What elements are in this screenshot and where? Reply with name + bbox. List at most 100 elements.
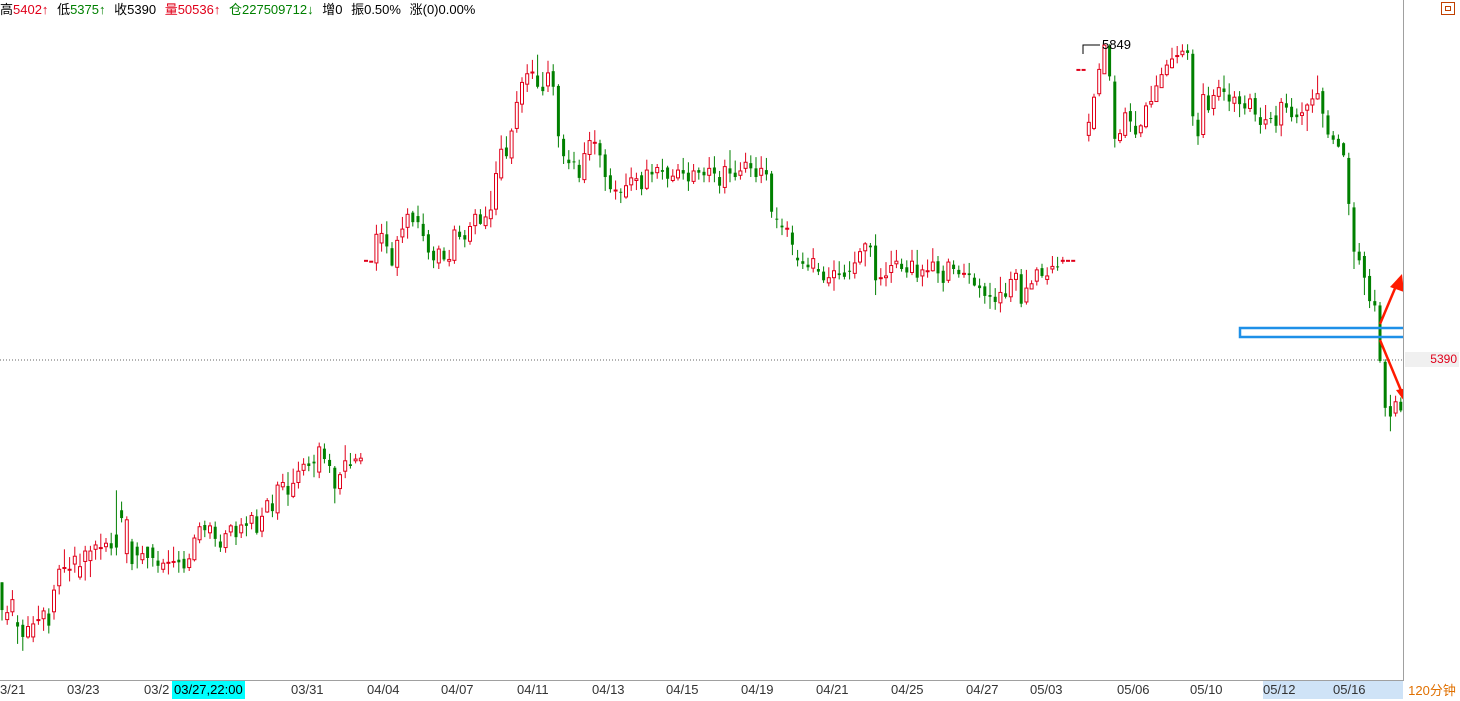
candle xyxy=(1008,271,1013,302)
candle-body xyxy=(1071,259,1076,262)
candle-body xyxy=(458,231,462,237)
candle xyxy=(1263,105,1268,130)
x-tick: 03/23 xyxy=(67,682,100,697)
candle-body xyxy=(1310,98,1315,106)
candle xyxy=(374,224,379,271)
candle-body xyxy=(613,189,618,192)
candle-body xyxy=(520,81,524,105)
support-box xyxy=(1238,326,1404,339)
candle xyxy=(353,453,358,464)
candle xyxy=(1290,98,1294,122)
candle-body xyxy=(255,516,259,533)
candle xyxy=(1102,44,1107,75)
candle xyxy=(946,258,951,283)
candle xyxy=(1164,59,1169,77)
candlestick-chart[interactable] xyxy=(0,0,1404,681)
candle xyxy=(972,273,976,287)
candle xyxy=(915,249,919,283)
candle xyxy=(0,582,4,621)
candle xyxy=(993,288,997,310)
candle-body xyxy=(852,262,857,274)
candle xyxy=(1248,93,1252,112)
candle-body xyxy=(541,86,545,92)
candle xyxy=(192,534,197,562)
maximize-icon[interactable] xyxy=(1441,2,1455,15)
candle xyxy=(562,134,566,165)
candle-body xyxy=(333,467,337,489)
candle xyxy=(385,221,389,254)
candle-body xyxy=(525,73,530,85)
candle-body xyxy=(1232,96,1237,104)
candle xyxy=(624,173,628,199)
candle-body xyxy=(567,159,571,164)
candle xyxy=(520,77,524,113)
candle-body xyxy=(1008,278,1013,298)
candle xyxy=(31,616,36,643)
candle-body xyxy=(930,261,935,272)
candle xyxy=(364,259,368,262)
candle-body xyxy=(826,277,831,284)
candle-body xyxy=(442,250,446,260)
candle xyxy=(473,209,478,235)
candle-body xyxy=(509,130,514,159)
candle-body xyxy=(483,216,488,227)
change-stat: 涨(0)0.00% xyxy=(410,0,476,20)
candle-body xyxy=(114,534,118,548)
candle-body xyxy=(93,544,98,550)
candle xyxy=(666,165,670,188)
candle xyxy=(1180,44,1185,58)
candle xyxy=(57,564,62,595)
candle-body xyxy=(941,270,945,283)
candle-body xyxy=(1128,111,1132,122)
candle-body xyxy=(57,568,62,587)
candle-body xyxy=(390,248,394,266)
candle xyxy=(1352,202,1356,270)
candle-body xyxy=(1373,301,1377,306)
candle-body xyxy=(0,582,4,611)
candle-body xyxy=(608,175,612,190)
candle xyxy=(1336,134,1340,148)
candle xyxy=(307,456,311,472)
candle xyxy=(905,260,909,278)
candle xyxy=(1300,102,1304,125)
candle-body xyxy=(1222,88,1226,92)
candle xyxy=(140,545,145,565)
candle xyxy=(1113,75,1117,148)
candle-body xyxy=(562,138,566,157)
x-tick-selected: 05/16 xyxy=(1333,681,1403,699)
timeframe-selector[interactable]: 120分钟 xyxy=(1408,683,1456,698)
candle-body xyxy=(1263,119,1268,125)
candle-body xyxy=(858,251,862,263)
high-marker-label: 5849 xyxy=(1102,37,1131,52)
candle xyxy=(868,242,872,257)
candle xyxy=(255,509,259,535)
candle xyxy=(1024,269,1029,305)
candle xyxy=(749,155,753,178)
chg-label: 涨 xyxy=(409,2,423,17)
candle xyxy=(265,498,270,513)
candle-body xyxy=(920,269,925,277)
candle-body xyxy=(265,500,270,513)
candle-body xyxy=(239,524,244,534)
candle xyxy=(1206,86,1210,113)
candle-body xyxy=(1300,112,1304,116)
candle xyxy=(218,534,222,552)
candle xyxy=(686,162,690,191)
candle-body xyxy=(592,141,597,144)
candle xyxy=(567,150,571,170)
candle-body xyxy=(1092,96,1096,129)
candle-body xyxy=(1081,68,1086,71)
candle-body xyxy=(124,519,129,555)
candle xyxy=(405,208,410,239)
candle xyxy=(21,619,25,651)
candle xyxy=(1029,280,1034,290)
candle-body xyxy=(634,178,639,181)
candle xyxy=(640,171,644,196)
volume-stat: 量50536↑ xyxy=(165,0,221,20)
close-value: 5390 xyxy=(127,2,157,17)
candle-body xyxy=(62,567,67,570)
candle-body xyxy=(1108,45,1112,77)
low-label: 低 xyxy=(57,2,71,17)
x-tick-selected: 05/12 xyxy=(1263,681,1333,699)
candle-body xyxy=(1164,64,1169,76)
